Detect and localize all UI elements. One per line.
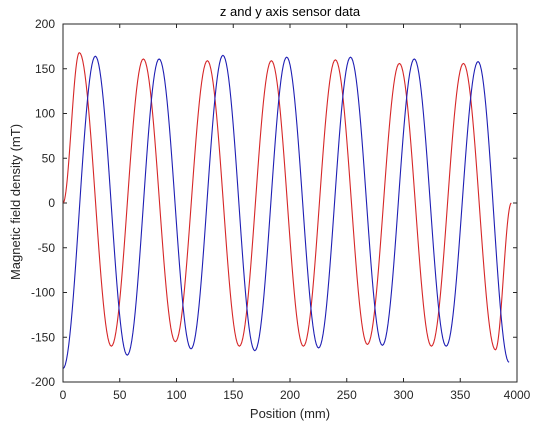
y-tick-label: 100 [35, 107, 55, 121]
x-tick-label: 100 [166, 388, 186, 402]
x-axis-title: Position (mm) [250, 406, 330, 421]
series-2-line [62, 54, 510, 369]
plot-lines [62, 52, 512, 369]
x-tick-label: 50 [113, 388, 127, 402]
y-axis-title: Magnetic field density (mT) [8, 124, 23, 280]
x-tick-label: 4000 [504, 388, 531, 402]
x-axis-ticks: 0 50 100 150 200 250 300 350 4000 [60, 24, 531, 402]
y-axis-ticks: -200 -150 -100 -50 0 50 100 150 200 [31, 17, 517, 389]
y-tick-label: 0 [48, 196, 55, 210]
y-tick-label: -150 [31, 330, 55, 344]
x-tick-label: 300 [393, 388, 413, 402]
x-tick-label: 350 [450, 388, 470, 402]
plot-area-frame [62, 23, 518, 383]
x-tick-label: 200 [280, 388, 300, 402]
x-tick-label: 0 [60, 388, 67, 402]
x-tick-label: 250 [337, 388, 357, 402]
y-tick-label: 150 [35, 62, 55, 76]
y-tick-label: 200 [35, 17, 55, 31]
series-1-line [62, 52, 512, 351]
x-tick-label: 150 [223, 388, 243, 402]
y-tick-label: 50 [42, 151, 56, 165]
y-tick-label: -100 [31, 286, 55, 300]
chart-title: z and y axis sensor data [220, 4, 361, 19]
y-tick-label: -50 [38, 241, 56, 255]
y-tick-label: -200 [31, 375, 55, 389]
